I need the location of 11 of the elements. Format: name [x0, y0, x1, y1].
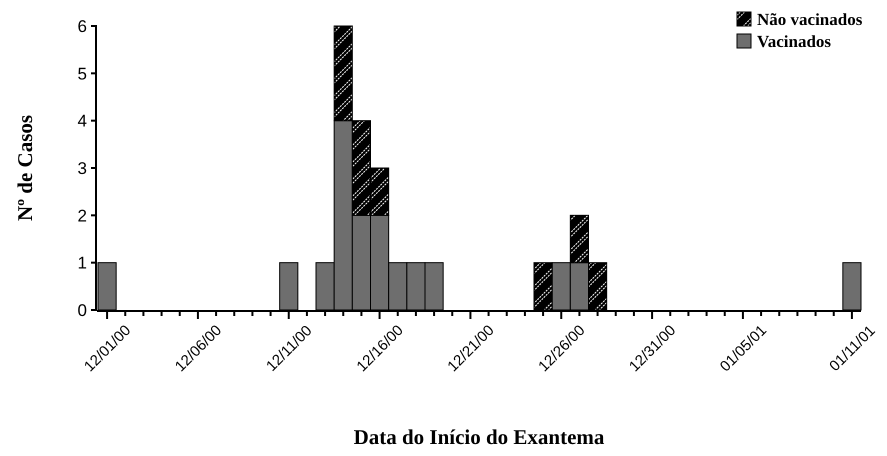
y-tick-label: 3 [78, 158, 87, 178]
y-tick-label: 4 [78, 112, 87, 131]
x-axis-title: Data do Início do Exantema [354, 425, 605, 449]
legend-label: Não vacinados [757, 10, 863, 29]
y-axis-title: Nº de Casos [13, 114, 37, 222]
y-tick-label: 6 [78, 16, 87, 36]
legend-label: Vacinados [757, 32, 832, 51]
y-tick-label: 5 [78, 64, 87, 84]
y-tick-label: 2 [78, 206, 87, 226]
y-tick-label: 1 [78, 254, 87, 273]
y-tick-label: 0 [78, 300, 87, 320]
